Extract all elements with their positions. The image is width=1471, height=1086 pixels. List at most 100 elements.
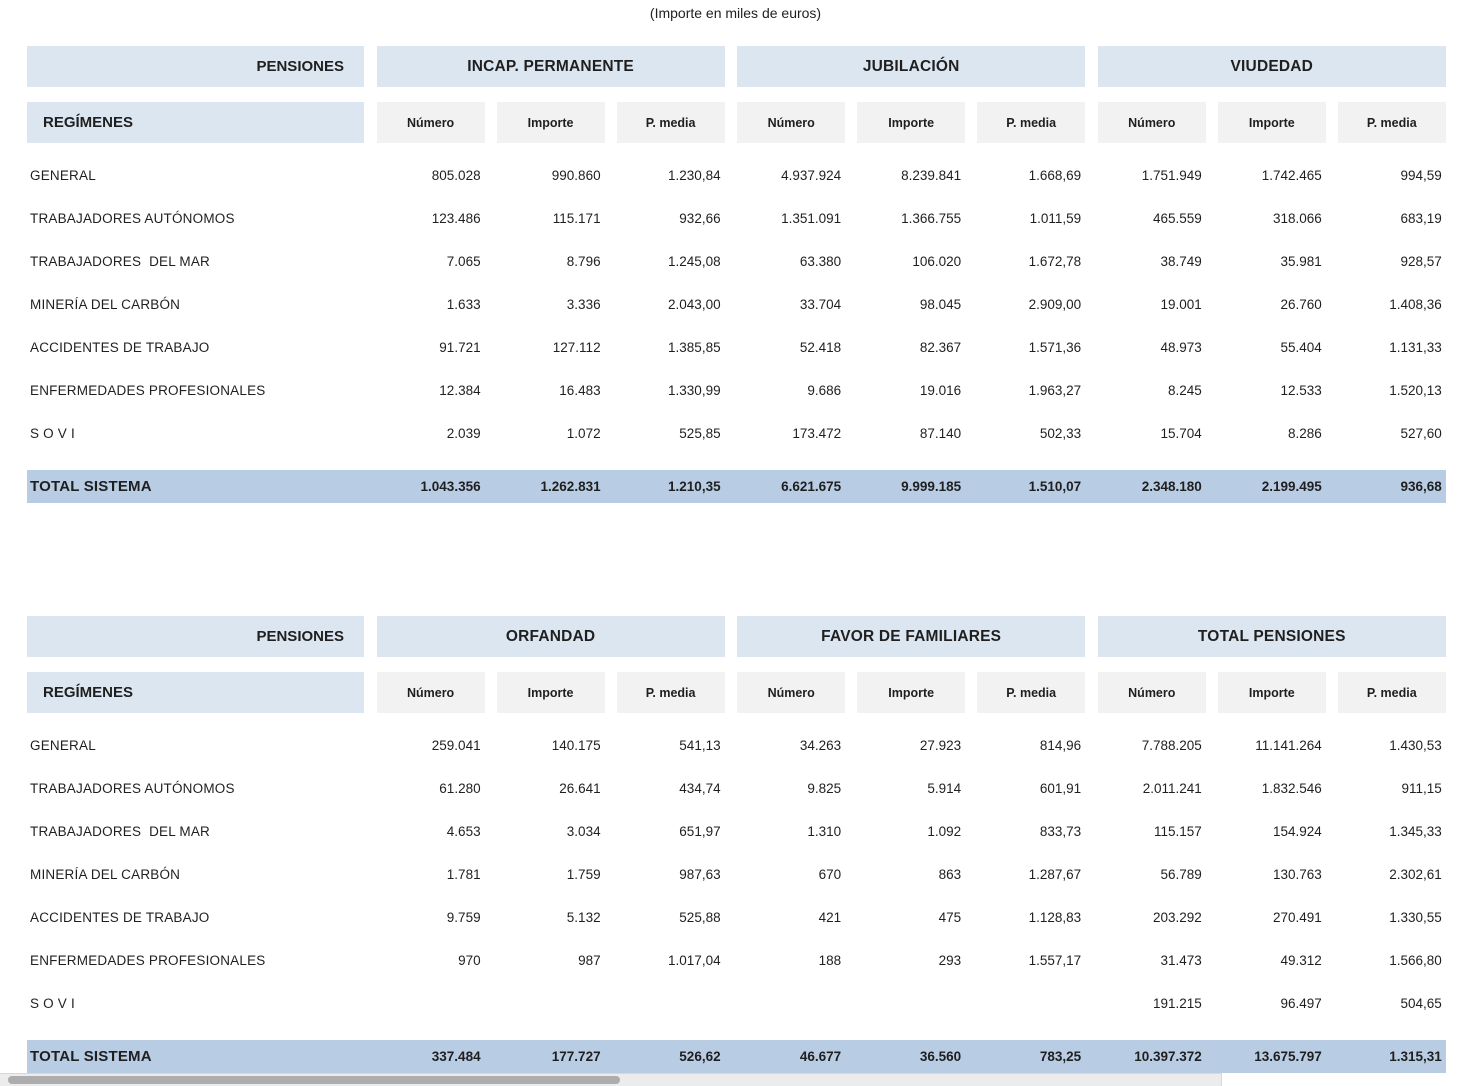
cell-value: 601,91 — [1039, 781, 1082, 796]
cell-value: 928,57 — [1400, 254, 1442, 269]
cell-value: 270.491 — [1272, 910, 1322, 925]
cell-value: 1.751.949 — [1141, 168, 1202, 183]
total-value: 1.210,35 — [668, 479, 721, 494]
total-value: 1.043.356 — [420, 479, 481, 494]
row-value-group: 19.001 26.760 1.408,36 — [1098, 297, 1446, 312]
row-value-group: 31.473 49.312 1.566,80 — [1098, 953, 1446, 968]
table-row: ENFERMEDADES PROFESIONALES 970 987 1.017,04… — [27, 939, 1446, 982]
row-value-group: 1.633 3.336 2.043,00 — [377, 297, 725, 312]
group-header-incap-permanente: INCAP. PERMANENTE — [376, 46, 725, 87]
pensions-table-2: PENSIONES ORFANDAD FAVOR DE FAMILIARES T… — [27, 616, 1446, 1073]
table-row: TRABAJADORES DEL MAR 4.653 3.034 651,97 1.31… — [27, 810, 1446, 853]
cell-value: 27.923 — [919, 738, 962, 753]
column-header-n-mero: Número — [376, 102, 485, 143]
cell-value: 1.566,80 — [1389, 953, 1442, 968]
cell-value: 3.336 — [566, 297, 601, 312]
cell-value: 293 — [938, 953, 962, 968]
cell-value: 52.418 — [799, 340, 842, 355]
row-value-group: 4.653 3.034 651,97 — [377, 824, 725, 839]
total-value: 936,68 — [1400, 479, 1442, 494]
scrollbar-thumb[interactable] — [8, 1076, 620, 1084]
row-value-group: 38.749 35.981 928,57 — [1098, 254, 1446, 269]
cell-value: 154.924 — [1272, 824, 1322, 839]
cell-value: 63.380 — [799, 254, 842, 269]
row-value-group: 465.559 318.066 683,19 — [1098, 211, 1446, 226]
group-header-orfandad: ORFANDAD — [376, 616, 725, 657]
column-header-group: Número Importe P. media — [376, 102, 725, 143]
row-label: TRABAJADORES AUTÓNOMOS — [30, 781, 235, 796]
column-header-n-mero: Número — [1097, 672, 1206, 713]
total-row: TOTAL SISTEMA 1.043.356 1.262.831 1.210,35… — [27, 470, 1446, 503]
cell-value: 7.788.205 — [1141, 738, 1202, 753]
row-value-group: 8.245 12.533 1.520,13 — [1098, 383, 1446, 398]
row-label: S O V I — [30, 996, 75, 1011]
cell-value: 15.704 — [1160, 426, 1202, 441]
cell-value: 31.473 — [1160, 953, 1202, 968]
group-header-jubilacion: JUBILACIÓN — [737, 46, 1086, 87]
cell-value: 1.759 — [566, 867, 601, 882]
column-header-p-media: P. media — [1337, 102, 1446, 143]
row-label: GENERAL — [30, 168, 96, 183]
column-header-importe: Importe — [1217, 672, 1326, 713]
cell-value: 833,73 — [1039, 824, 1082, 839]
row-label: MINERÍA DEL CARBÓN — [30, 297, 181, 312]
cell-value: 1.330,55 — [1389, 910, 1442, 925]
column-header-n-mero: Número — [737, 102, 846, 143]
row-label: GENERAL — [30, 738, 96, 753]
cell-value: 1.072 — [566, 426, 601, 441]
cell-value: 11.141.264 — [1255, 738, 1322, 753]
total-label: TOTAL SISTEMA — [30, 1048, 152, 1065]
row-value-group: 115.157 154.924 1.345,33 — [1098, 824, 1446, 839]
cell-value: 26.641 — [559, 781, 601, 796]
cell-value: 1.131,33 — [1389, 340, 1442, 355]
row-value-group: 1.781 1.759 987,63 — [377, 867, 725, 882]
column-header-group: Número Importe P. media — [1097, 672, 1446, 713]
row-value-group: 12.384 16.483 1.330,99 — [377, 383, 725, 398]
row-value-group: 123.486 115.171 932,66 — [377, 211, 725, 226]
row-value-group: 7.788.205 11.141.264 1.430,53 — [1098, 738, 1446, 753]
cell-value: 9.825 — [807, 781, 842, 796]
cell-value: 1.571,36 — [1028, 340, 1082, 355]
cell-value: 9.686 — [807, 383, 842, 398]
data-rows: GENERAL 805.028 990.860 1.230,84 4.937.924 8.… — [27, 154, 1446, 455]
table-row: ACCIDENTES DE TRABAJO 9.759 5.132 525,88 421… — [27, 896, 1446, 939]
cell-value: 123.486 — [431, 211, 481, 226]
cell-value: 1.310 — [807, 824, 842, 839]
row-value-group: 1.310 1.092 833,73 — [737, 824, 1085, 839]
row-value-group: 52.418 82.367 1.571,36 — [737, 340, 1085, 355]
cell-value: 12.533 — [1280, 383, 1322, 398]
total-group: 337.484 177.727 526,62 — [377, 1049, 725, 1064]
horizontal-scrollbar[interactable] — [0, 1073, 1222, 1086]
table-row: TRABAJADORES DEL MAR 7.065 8.796 1.245,08 63… — [27, 240, 1446, 283]
total-value: 1.510,07 — [1028, 479, 1082, 494]
cell-value: 525,85 — [679, 426, 721, 441]
column-header-n-mero: Número — [1097, 102, 1206, 143]
cell-value: 1.668,69 — [1028, 168, 1082, 183]
column-header-p-media: P. media — [977, 672, 1086, 713]
cell-value: 26.760 — [1280, 297, 1322, 312]
cell-value: 527,60 — [1400, 426, 1442, 441]
cell-value: 1.011,59 — [1029, 211, 1082, 226]
total-label: TOTAL SISTEMA — [30, 478, 152, 495]
table-row: ENFERMEDADES PROFESIONALES 12.384 16.483 1.… — [27, 369, 1446, 412]
column-header-group: Número Importe P. media — [737, 102, 1086, 143]
row-value-group: 191.215 96.497 504,65 — [1098, 996, 1446, 1011]
cell-value: 4.653 — [446, 824, 481, 839]
row-value-group: 15.704 8.286 527,60 — [1098, 426, 1446, 441]
row-value-group: 2.011.241 1.832.546 911,15 — [1098, 781, 1446, 796]
cell-value: 61.280 — [439, 781, 481, 796]
cell-value: 127.112 — [552, 340, 601, 355]
cell-value: 970 — [458, 953, 481, 968]
row-value-group: 56.789 130.763 2.302,61 — [1098, 867, 1446, 882]
cell-value: 1.430,53 — [1389, 738, 1442, 753]
cell-value: 8.796 — [566, 254, 601, 269]
pensiones-header: PENSIONES — [27, 616, 364, 657]
row-value-group: 2.039 1.072 525,85 — [377, 426, 725, 441]
row-value-group: 1.351.091 1.366.755 1.011,59 — [737, 211, 1085, 226]
cell-value: 863 — [938, 867, 962, 882]
cell-value: 87.140 — [919, 426, 962, 441]
cell-value: 504,65 — [1400, 996, 1442, 1011]
cell-value: 34.263 — [799, 738, 842, 753]
row-label: ACCIDENTES DE TRABAJO — [30, 910, 210, 925]
column-header-p-media: P. media — [616, 102, 725, 143]
